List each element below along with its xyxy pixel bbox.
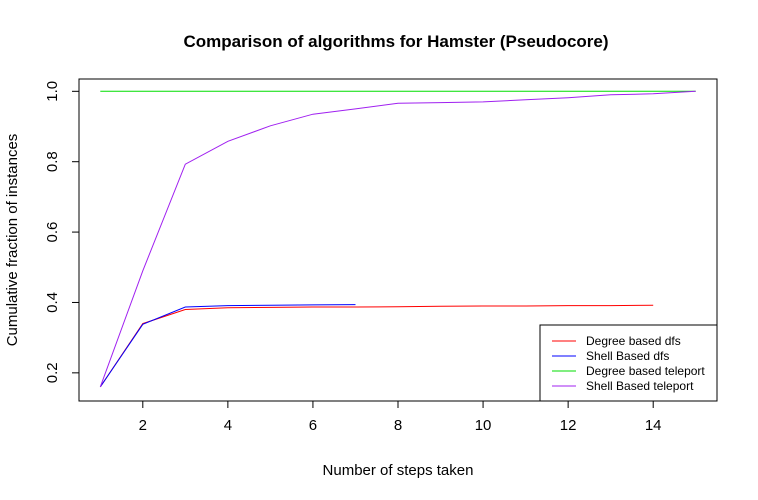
legend-label: Degree based dfs <box>586 334 681 348</box>
x-axis-label: Number of steps taken <box>323 462 474 479</box>
series-line-4 <box>99 90 696 388</box>
legend-box <box>539 324 718 402</box>
x-tick-label: 12 <box>560 417 577 434</box>
series-line-1 <box>99 304 654 388</box>
y-tick-label: 0.8 <box>44 151 61 172</box>
x-tick-label: 2 <box>139 417 147 434</box>
x-tick-label: 4 <box>224 417 232 434</box>
series-line-2 <box>99 304 356 388</box>
legend-label: Degree based teleport <box>586 364 705 378</box>
y-axis-label: Cumulative fraction of instances <box>4 134 21 347</box>
series-layer <box>99 90 696 388</box>
legend-label: Shell Based teleport <box>586 379 694 393</box>
chart-title: Comparison of algorithms for Hamster (Ps… <box>183 32 608 51</box>
y-axis: 0.2 0.4 0.6 0.8 1.0 <box>44 81 79 383</box>
x-tick-label: 6 <box>309 417 317 434</box>
x-tick-label: 10 <box>475 417 492 434</box>
y-tick-label: 0.6 <box>44 222 61 243</box>
y-tick-label: 0.4 <box>44 292 61 313</box>
legend-label: Shell Based dfs <box>586 349 669 363</box>
x-axis: 2 4 6 8 10 12 14 <box>139 401 662 434</box>
y-tick-label: 1.0 <box>44 81 61 102</box>
y-tick-label: 0.2 <box>44 362 61 383</box>
x-tick-label: 8 <box>394 417 402 434</box>
x-tick-label: 14 <box>645 417 662 434</box>
